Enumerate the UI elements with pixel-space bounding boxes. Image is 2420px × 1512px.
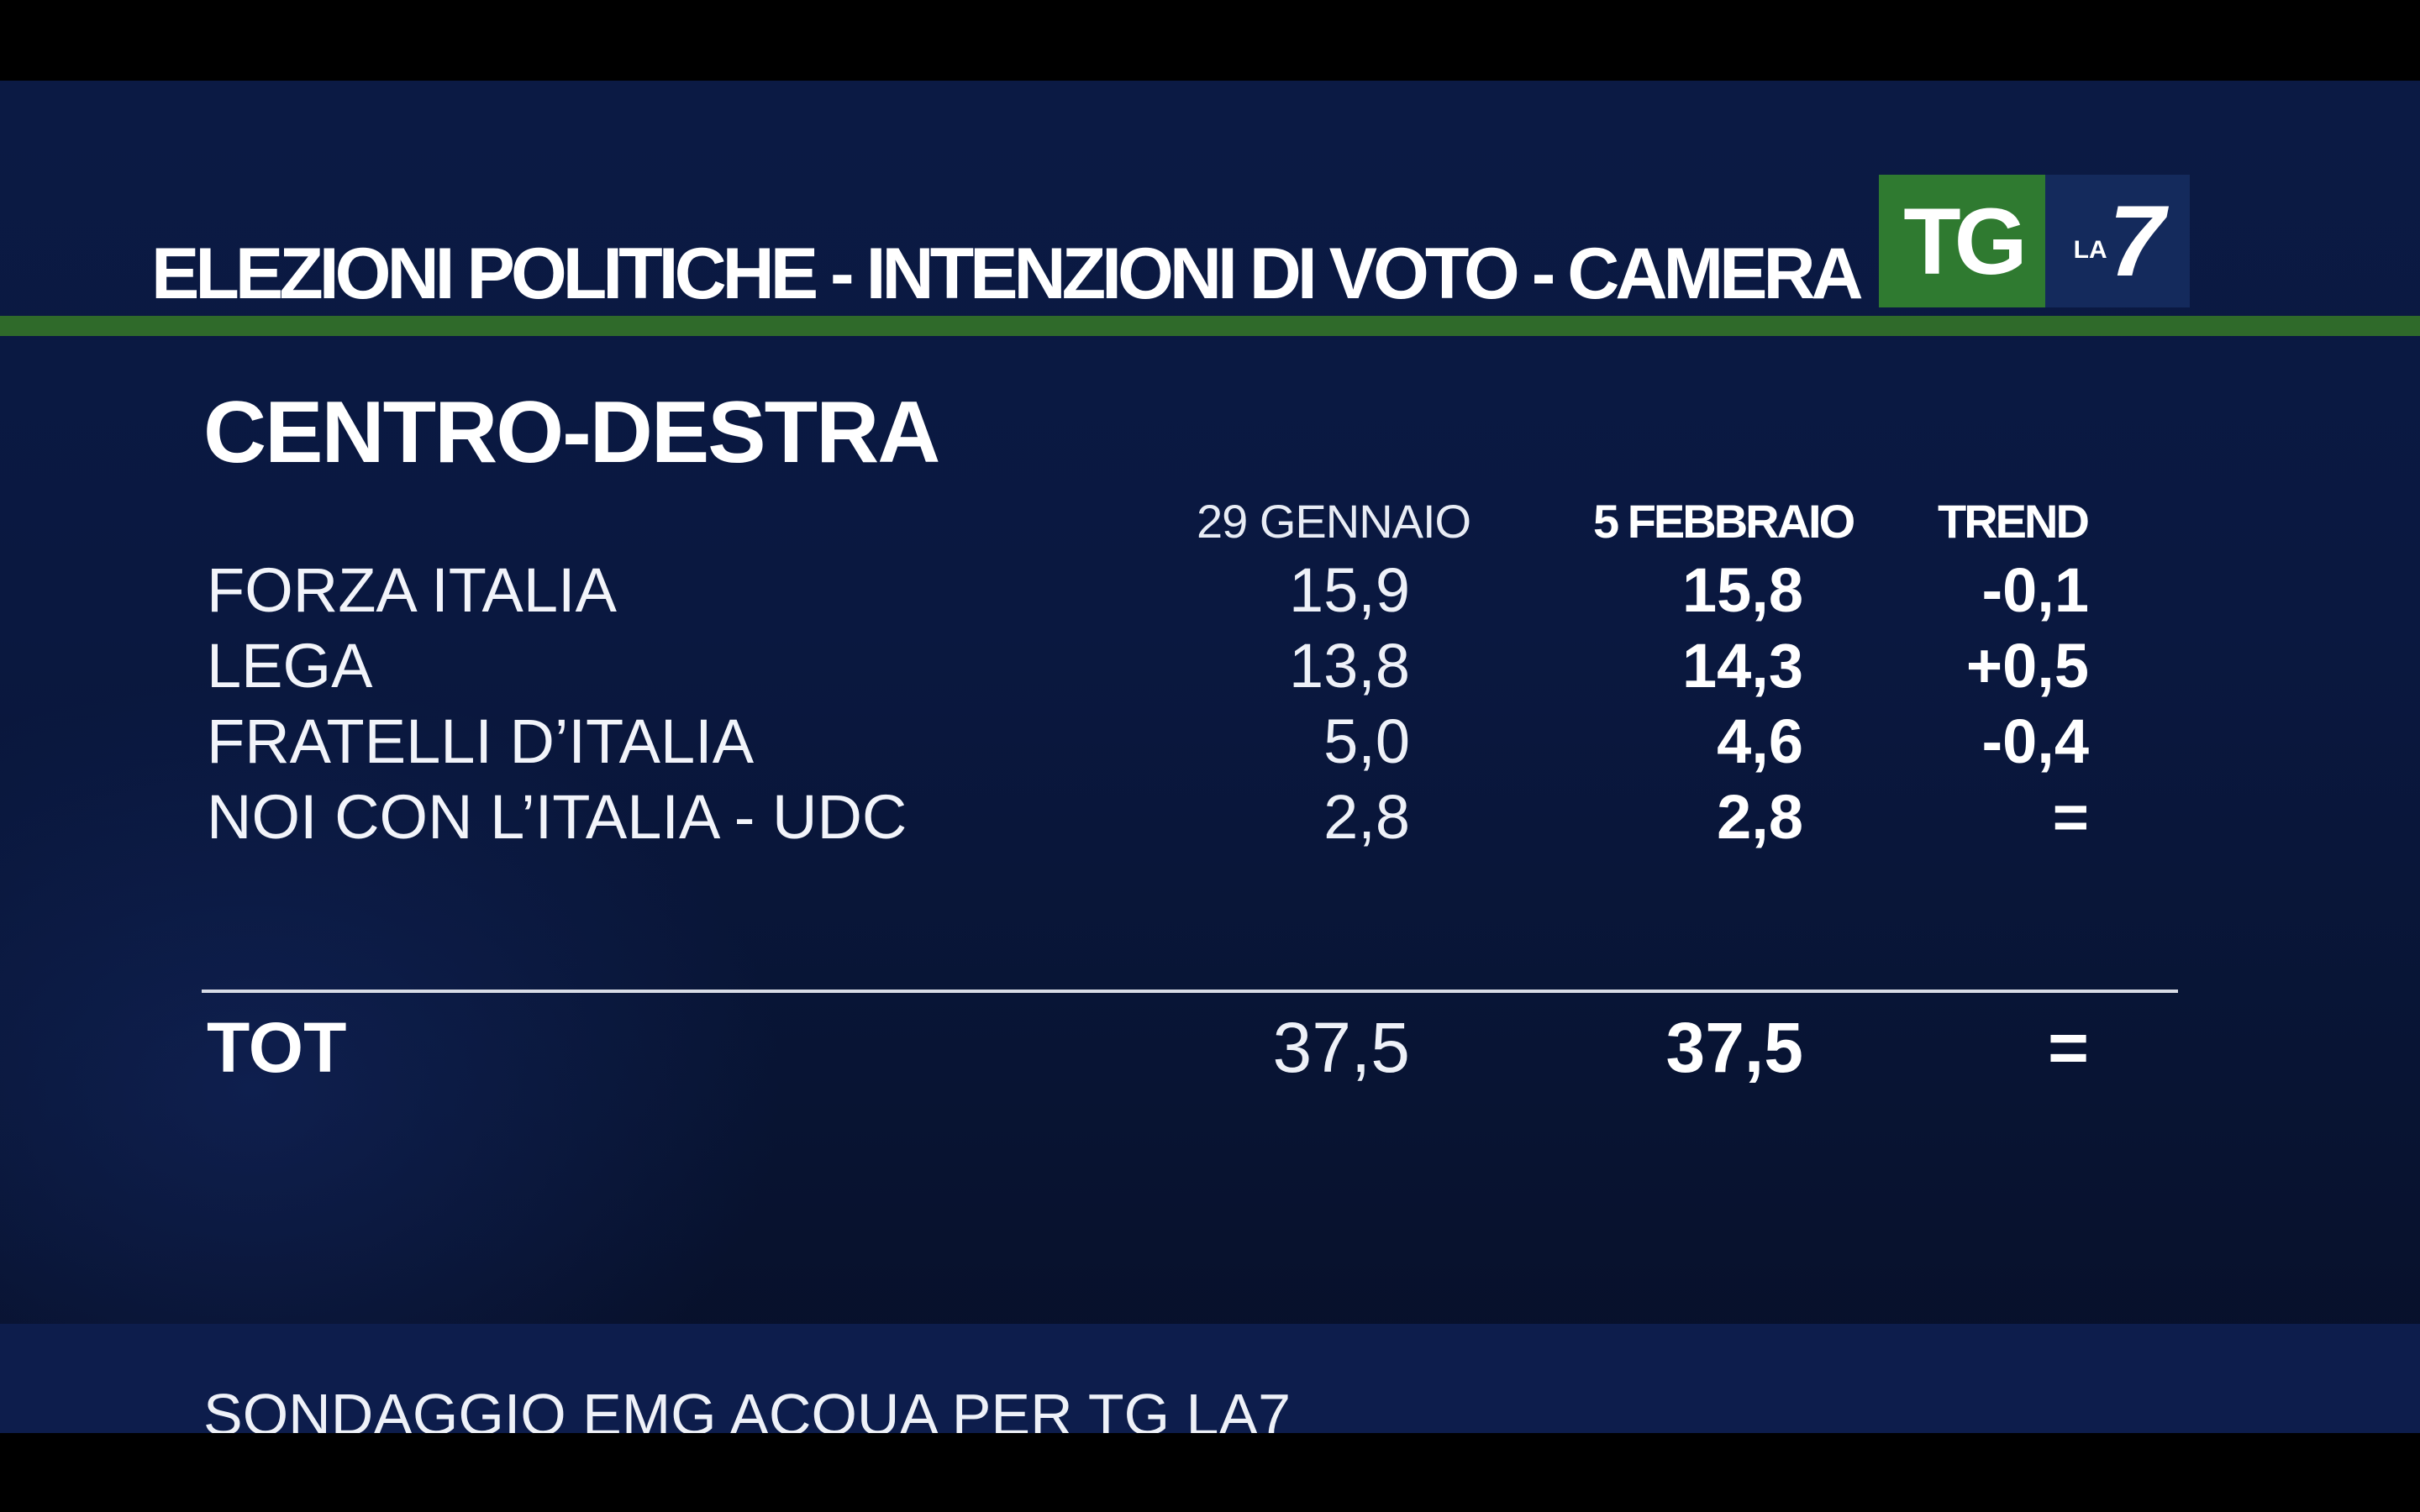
party-name: LEGA [207, 631, 373, 701]
headline-title: ELEZIONI POLITICHE - INTENZIONI DI VOTO … [151, 233, 1864, 314]
total-divider [202, 990, 2178, 993]
logo-seven-text: 7 [2108, 185, 2165, 297]
value-5-febbraio: 4,6 [1717, 706, 1803, 776]
graphic-panel: ELEZIONI POLITICHE - INTENZIONI DI VOTO … [0, 81, 2420, 1433]
value-29-gennaio: 13,8 [1288, 631, 1410, 701]
total-29-gennaio: 37,5 [1272, 1008, 1411, 1087]
logo-la7: LA 7 [2045, 175, 2190, 307]
party-name: FRATELLI D’ITALIA [207, 706, 755, 776]
table-row: FORZA ITALIA 15,9 15,8 -0,1 [0, 553, 2420, 628]
total-row: TOT 37,5 37,5 = [0, 1001, 2420, 1087]
value-trend: -0,1 [1981, 555, 2089, 625]
party-name: FORZA ITALIA [207, 555, 617, 625]
table-row: LEGA 13,8 14,3 +0,5 [0, 628, 2420, 704]
table-row: FRATELLI D’ITALIA 5,0 4,6 -0,4 [0, 704, 2420, 780]
column-header-29-gennaio: 29 GENNAIO [1197, 495, 1471, 548]
value-5-febbraio: 14,3 [1681, 631, 1803, 701]
column-header-trend: TREND [1938, 495, 2090, 548]
total-5-febbraio: 37,5 [1665, 1008, 1804, 1087]
value-trend: = [2052, 782, 2089, 852]
column-header-5-febbraio: 5 FEBBRAIO [1593, 495, 1855, 548]
footer-band [0, 1324, 2420, 1433]
logo-la-text: LA [2073, 236, 2107, 264]
party-name: NOI CON L’ITALIA - UDC [207, 782, 908, 852]
logo-tg: TG [1879, 175, 2045, 307]
total-trend: = [2047, 1008, 2089, 1087]
value-29-gennaio: 2,8 [1323, 782, 1410, 852]
table-row: NOI CON L’ITALIA - UDC 2,8 2,8 = [0, 780, 2420, 855]
value-trend: +0,5 [1965, 631, 2089, 701]
value-29-gennaio: 5,0 [1323, 706, 1410, 776]
value-5-febbraio: 2,8 [1717, 782, 1803, 852]
green-rule [0, 316, 2420, 336]
source-caption: SONDAGGIO EMG ACQUA PER TG LA7 [203, 1382, 1292, 1433]
value-29-gennaio: 15,9 [1288, 555, 1410, 625]
total-label: TOT [207, 1008, 347, 1087]
value-trend: -0,4 [1981, 706, 2089, 776]
table-title: CENTRO-DESTRA [203, 384, 940, 481]
tg-la7-logo: TG LA 7 [1879, 175, 2190, 307]
value-5-febbraio: 15,8 [1681, 555, 1803, 625]
